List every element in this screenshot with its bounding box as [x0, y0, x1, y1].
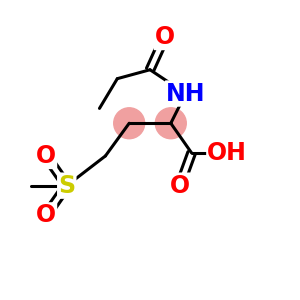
Text: O: O	[170, 174, 190, 198]
Text: O: O	[36, 144, 56, 168]
Text: NH: NH	[166, 82, 206, 106]
Text: O: O	[36, 203, 56, 227]
Circle shape	[114, 108, 145, 139]
Circle shape	[155, 108, 186, 139]
Text: O: O	[155, 25, 175, 49]
Text: OH: OH	[207, 141, 247, 165]
Text: S: S	[58, 174, 75, 198]
